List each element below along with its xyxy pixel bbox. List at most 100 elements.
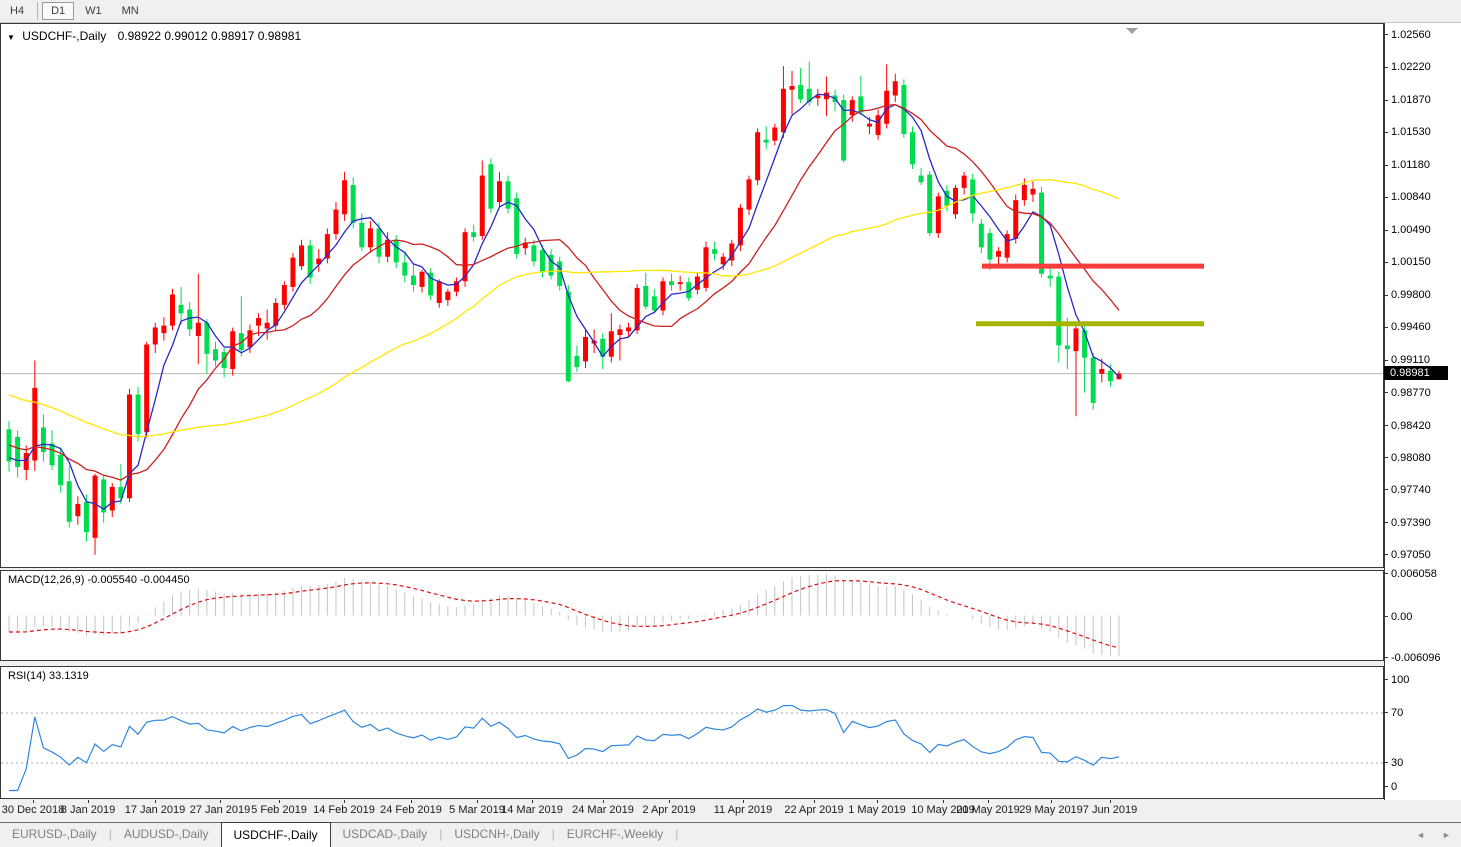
candle <box>505 181 511 209</box>
macd-chart <box>8 574 1120 657</box>
date-axis-label: 5 Feb 2019 <box>251 804 307 816</box>
date-axis-tick-mark <box>532 800 533 803</box>
timeframe-button-h4[interactable]: H4 <box>10 5 25 17</box>
tab-scroll-left-icon[interactable]: ◄ <box>1416 830 1425 840</box>
candle <box>720 256 726 265</box>
rsi-axis-label: 0 <box>1391 781 1398 793</box>
candle <box>669 281 675 286</box>
main-chart-panel[interactable]: ▼ USDCHF-,Daily 0.98922 0.99012 0.98917 … <box>0 23 1384 568</box>
current-price-badge: 0.98981 <box>1384 365 1448 380</box>
date-axis-tick-mark <box>743 800 744 803</box>
candle <box>256 318 262 326</box>
candle <box>316 258 322 265</box>
chart-dropdown-icon: ▼ <box>7 33 15 42</box>
candle <box>755 132 761 181</box>
candle <box>488 164 494 209</box>
date-axis-tick-mark <box>1110 800 1111 803</box>
tab-usdcad[interactable]: USDCAD-,Daily <box>342 827 428 841</box>
candle <box>927 174 933 234</box>
candle <box>15 436 21 468</box>
tab-eurusd[interactable]: EURUSD-,Daily <box>12 827 97 841</box>
candle <box>1004 234 1010 258</box>
candle <box>677 282 683 285</box>
candle <box>600 338 606 357</box>
macd-axis-label: 0.00 <box>1391 611 1413 623</box>
toolbar-separator <box>37 2 39 20</box>
date-axis-tick-mark <box>411 800 412 803</box>
date-axis-tick-mark <box>814 800 815 803</box>
candle <box>221 352 227 369</box>
candle <box>410 275 416 286</box>
date-axis-label: 14 Mar 2019 <box>501 804 563 816</box>
date-axis-tick-mark <box>279 800 280 803</box>
price-axis-tick-mark <box>1384 326 1388 328</box>
timeframe-button-d1[interactable]: D1 <box>42 2 75 20</box>
candle <box>634 287 640 331</box>
candle <box>823 92 829 100</box>
timeframe-button-mn[interactable]: MN <box>121 5 139 17</box>
candle <box>428 272 434 296</box>
candle <box>514 198 520 254</box>
price-axis-label: 1.00150 <box>1391 256 1431 269</box>
candle <box>1056 276 1062 346</box>
tab-eurchf[interactable]: EURCHF-,Weekly <box>566 827 664 841</box>
chart-shift-marker-icon[interactable] <box>1126 28 1138 34</box>
rsi-label: RSI(14) 33.1319 <box>8 670 89 682</box>
macd-panel[interactable]: MACD(12,26,9) -0.005540 -0.004450 <box>0 570 1384 661</box>
candle <box>643 285 649 307</box>
candle <box>393 239 399 263</box>
candle <box>651 296 657 311</box>
rsi-axis-tick-mark <box>1384 712 1388 713</box>
price-axis-label: 0.99460 <box>1391 321 1431 334</box>
price-axis-tick-mark <box>1384 164 1388 166</box>
rsi-axis-tick-mark <box>1384 679 1388 680</box>
ma-line-fast <box>8 93 1120 510</box>
candle <box>402 262 408 276</box>
candle <box>350 185 356 223</box>
price-axis-tick-mark <box>1384 425 1388 427</box>
candle <box>213 349 219 361</box>
candle <box>884 90 890 124</box>
candlestick-chart[interactable] <box>1 24 1383 567</box>
date-axis-label: 17 Jan 2019 <box>124 804 186 816</box>
rsi-panel[interactable]: RSI(14) 33.1319 <box>0 666 1384 799</box>
candle <box>1039 192 1045 274</box>
candle <box>144 344 150 433</box>
price-axis-label: 0.99110 <box>1391 354 1430 367</box>
candle <box>324 234 330 259</box>
tab-audusd[interactable]: AUDUSD-,Daily <box>123 827 209 841</box>
candle <box>763 139 769 143</box>
candle <box>1013 200 1019 239</box>
date-axis-tick-mark <box>877 800 878 803</box>
tab-usdcnh[interactable]: USDCNH-,Daily <box>454 827 540 841</box>
price-axis-tick-mark <box>1384 99 1388 101</box>
timeframe-button-w1[interactable]: W1 <box>85 5 102 17</box>
candle <box>376 228 382 257</box>
candle <box>152 327 158 345</box>
candle <box>281 285 287 305</box>
tab-scroll-right-icon[interactable]: ► <box>1442 830 1451 840</box>
candle <box>944 190 950 206</box>
candle <box>135 394 141 435</box>
candle <box>204 322 210 354</box>
rsi-axis-tick-mark <box>1384 762 1388 763</box>
tab-usdchf[interactable]: USDCHF-,Daily <box>220 822 331 847</box>
macd-axis-tick-mark <box>1384 573 1388 574</box>
candle <box>471 232 477 237</box>
candle <box>1082 330 1088 358</box>
candle <box>522 242 528 249</box>
candle <box>858 96 864 113</box>
candle <box>462 232 468 282</box>
rsi-chart <box>1 704 1383 792</box>
price-axis-tick-mark <box>1384 489 1388 491</box>
rsi-axis-label: 30 <box>1391 757 1404 769</box>
candle <box>815 95 821 99</box>
candle <box>1073 328 1079 352</box>
candle <box>1047 275 1053 279</box>
candle <box>531 245 537 262</box>
rsi-line <box>9 704 1120 792</box>
candle <box>866 123 872 127</box>
candle <box>841 100 847 161</box>
candle <box>1107 370 1113 382</box>
date-axis-label: 7 Jun 2019 <box>1082 804 1138 816</box>
